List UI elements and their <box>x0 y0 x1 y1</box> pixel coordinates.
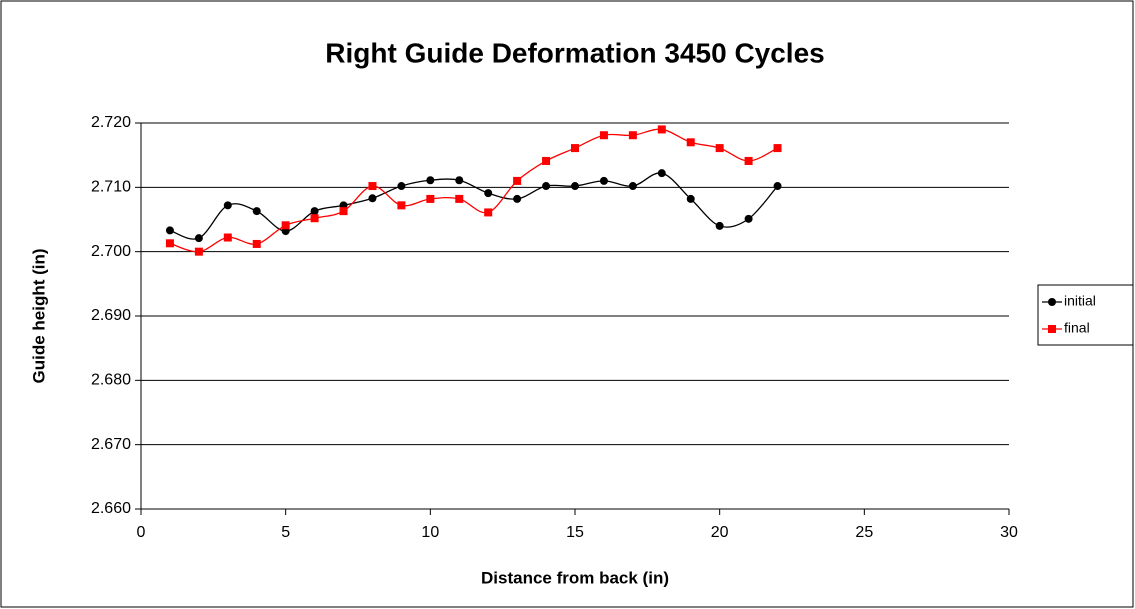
y-tick-label: 2.660 <box>91 500 131 517</box>
x-axis-label: Distance from back (in) <box>481 568 669 587</box>
data-point <box>744 156 753 165</box>
y-tick-label: 2.710 <box>91 179 131 196</box>
data-point <box>252 239 261 248</box>
data-point <box>484 208 493 217</box>
data-point <box>426 176 435 185</box>
x-tick-label: 0 <box>137 524 146 541</box>
data-point <box>397 201 406 210</box>
data-point <box>339 207 348 216</box>
data-point <box>165 226 174 235</box>
x-tick-label: 10 <box>421 524 439 541</box>
y-tick-label: 2.700 <box>91 243 131 260</box>
y-tick-label: 2.720 <box>91 114 131 131</box>
data-point <box>599 176 608 185</box>
data-point <box>281 221 290 230</box>
data-point <box>715 221 724 230</box>
legend-marker <box>1048 298 1056 306</box>
series-line <box>169 172 779 240</box>
legend-label: initial <box>1064 293 1096 309</box>
data-point <box>397 182 406 191</box>
x-tick-label: 20 <box>711 524 729 541</box>
chart-title: Right Guide Deformation 3450 Cycles <box>325 37 824 68</box>
legend-box <box>1037 284 1134 346</box>
data-point <box>194 247 203 256</box>
y-tick-label: 2.680 <box>91 372 131 389</box>
legend-label: final <box>1064 320 1090 336</box>
data-point <box>542 182 551 191</box>
data-point <box>513 194 522 203</box>
x-tick-label: 25 <box>855 524 873 541</box>
data-point <box>310 207 319 216</box>
data-point <box>513 176 522 185</box>
data-point <box>455 194 464 203</box>
data-point <box>657 169 666 178</box>
data-point <box>657 125 666 134</box>
data-point <box>426 194 435 203</box>
data-point <box>686 138 695 147</box>
data-point <box>368 182 377 191</box>
data-point <box>628 131 637 140</box>
data-point <box>773 182 782 191</box>
y-axis-label: Guide height (in) <box>29 248 48 383</box>
data-point <box>571 144 579 153</box>
data-point <box>744 214 753 223</box>
x-tick-label: 15 <box>566 524 584 541</box>
data-point <box>542 156 551 165</box>
data-point <box>484 189 493 198</box>
data-point <box>599 131 608 140</box>
y-tick-label: 2.670 <box>91 436 131 453</box>
data-point <box>686 194 695 203</box>
data-point <box>310 214 319 223</box>
data-point <box>455 176 464 185</box>
data-point <box>252 207 261 216</box>
data-point <box>368 194 377 203</box>
data-point <box>571 182 579 191</box>
data-point <box>773 144 782 153</box>
data-point <box>194 234 203 243</box>
x-tick-label: 30 <box>1000 524 1018 541</box>
data-point <box>165 239 174 248</box>
series-line <box>169 128 778 253</box>
data-point <box>628 182 637 191</box>
y-tick-label: 2.690 <box>91 307 131 324</box>
data-point <box>223 201 232 210</box>
data-point <box>223 233 232 242</box>
legend-marker <box>1048 325 1056 333</box>
x-tick-label: 5 <box>281 524 290 541</box>
data-point <box>715 144 724 153</box>
